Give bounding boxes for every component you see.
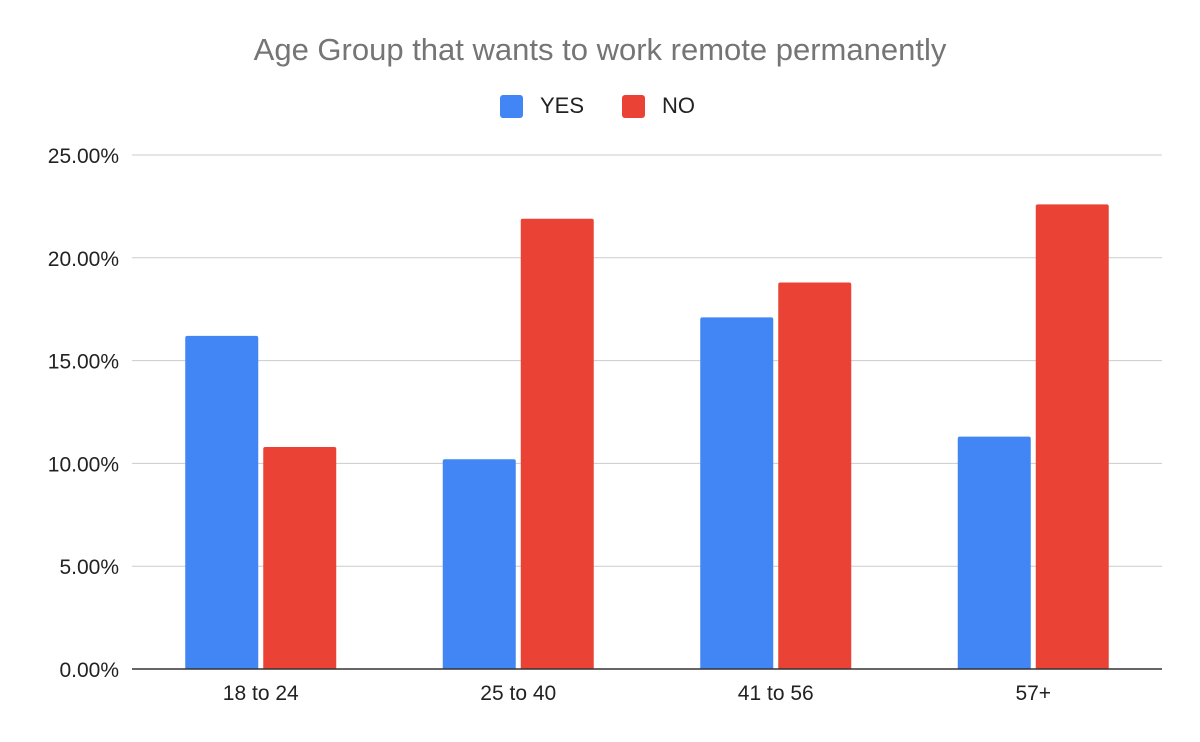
y-tick-label: 10.00% xyxy=(48,453,119,476)
y-tick-label: 25.00% xyxy=(48,145,119,168)
chart-title: Age Group that wants to work remote perm… xyxy=(253,32,947,67)
y-tick-label: 20.00% xyxy=(48,248,119,271)
legend-swatch-yes xyxy=(500,94,523,118)
bar-yes-3 xyxy=(957,436,1031,669)
bar-yes-1 xyxy=(442,459,516,669)
x-tick-label: 41 to 56 xyxy=(738,682,814,705)
legend-label-no: NO xyxy=(662,93,695,118)
bar-yes-0 xyxy=(185,335,259,669)
x-tick-label: 18 to 24 xyxy=(223,682,299,705)
bar-no-2 xyxy=(778,282,852,669)
legend-item-no: NO xyxy=(622,88,695,124)
legend-label-yes: YES xyxy=(540,93,585,118)
legend: YES NO xyxy=(0,88,1200,124)
legend-swatch-no xyxy=(622,94,645,118)
legend-item-yes: YES xyxy=(500,88,584,124)
y-tick-label: 15.00% xyxy=(48,351,119,374)
x-tick-label: 25 to 40 xyxy=(480,682,556,705)
bar-yes-2 xyxy=(700,317,774,669)
y-tick-label: 5.00% xyxy=(59,556,119,579)
bar-no-3 xyxy=(1035,204,1109,669)
bar-no-1 xyxy=(520,218,594,669)
x-tick-label: 57+ xyxy=(1015,682,1051,705)
y-tick-label: 0.00% xyxy=(59,659,119,682)
bar-no-0 xyxy=(263,446,337,669)
